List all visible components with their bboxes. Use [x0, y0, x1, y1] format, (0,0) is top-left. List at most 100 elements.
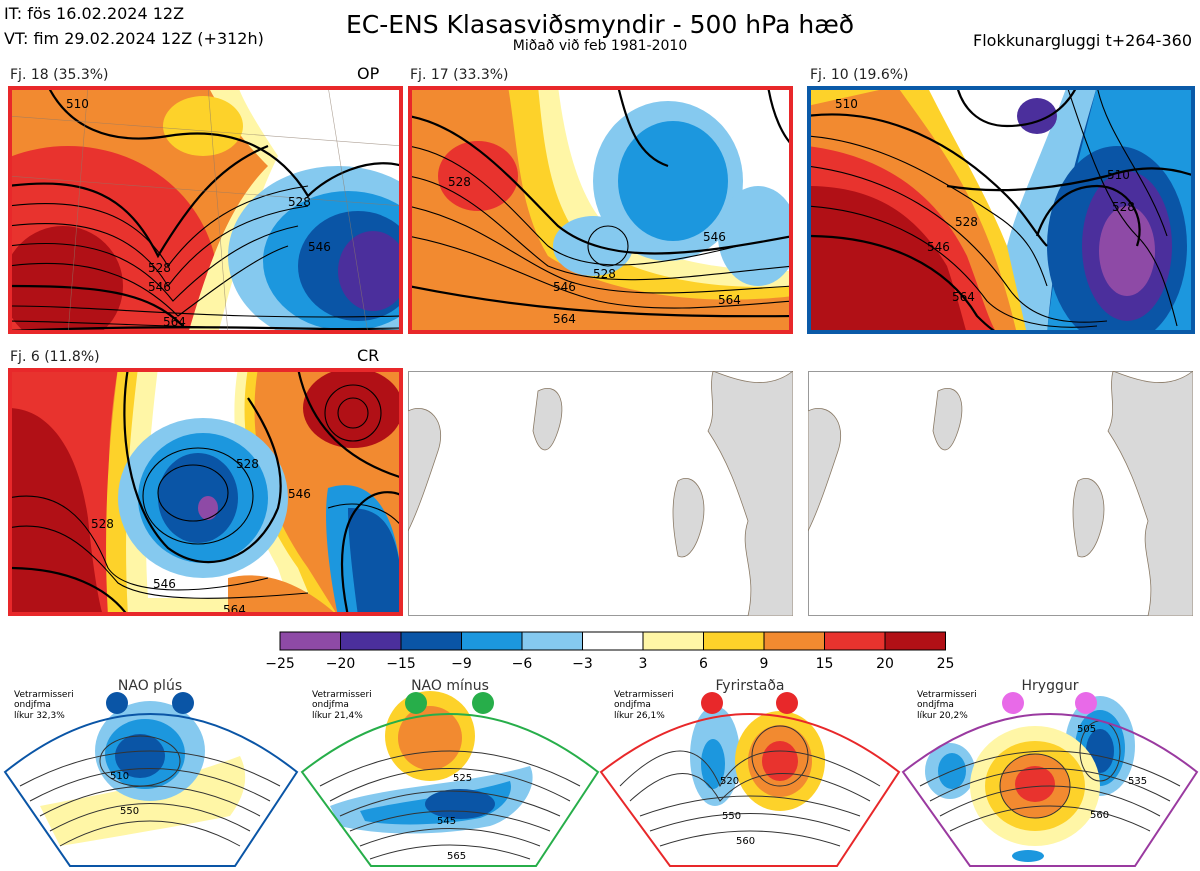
- empty-map-6: [808, 371, 1193, 616]
- regime-nao-minus: NAO mínus Vetrarmisseri ondjfma líkur 21…: [300, 678, 600, 867]
- colorbar-swatch-5: [521, 631, 583, 651]
- panel-3-contour-6: 528: [1112, 200, 1135, 214]
- regime-4-name: Hryggur: [1022, 678, 1079, 694]
- cluster-map-4: 528 528 546 546 564: [8, 368, 403, 616]
- panel-1-contour-4: 564: [163, 315, 186, 329]
- page-subtitle: Miðað við feb 1981-2010: [512, 38, 688, 54]
- regime-3-info-3: líkur 26,1%: [614, 711, 665, 721]
- regime-nao-plus: NAO plús Vetrarmisseri ondjfma líkur 32,…: [3, 678, 299, 867]
- regime-2-dot-left: [405, 692, 427, 714]
- colorbar-label-8: 6: [699, 656, 708, 672]
- cluster-map-1: 510 528 546 564 528 546: [8, 86, 403, 334]
- regime-panels: NAO plús Vetrarmisseri ondjfma líkur 32,…: [3, 678, 1199, 867]
- regime-1-dot-right: [172, 692, 194, 714]
- panel-2-contour-5: 564: [553, 312, 576, 326]
- colorbar-label-9: 9: [760, 656, 769, 672]
- panel-4-tag: CR: [357, 346, 380, 365]
- colorbar-swatch-11: [884, 631, 946, 651]
- panel-4-contour-4: 546: [288, 487, 311, 501]
- panel-2-label: Fj. 17 (33.3%): [410, 67, 509, 83]
- window-label: Flokkunargluggi t+264-360: [973, 31, 1192, 50]
- regime-3-contour-2: 550: [722, 811, 741, 822]
- regime-4-info-1: Vetrarmisseri: [917, 690, 977, 700]
- regime-1-info-1: Vetrarmisseri: [14, 690, 74, 700]
- regime-3-contour-3: 560: [736, 836, 755, 847]
- panel-3-contour-3: 546: [927, 240, 950, 254]
- regime-1-info-2: ondjfma: [14, 700, 51, 710]
- panel-4-contour-3: 546: [153, 577, 176, 591]
- regime-4-contour-2: 535: [1128, 776, 1147, 787]
- colorbar-label-7: 3: [639, 656, 648, 672]
- regime-2-contour-2: 545: [437, 816, 456, 827]
- regime-4-contour-3: 560: [1090, 810, 1109, 821]
- panel-3-contour-5: 510: [1107, 168, 1130, 182]
- cluster-map-3: 510 528 546 564 510 528: [807, 86, 1195, 334]
- regime-4-dot-right: [1075, 692, 1097, 714]
- regime-blocking: Fyrirstaða Vetrarmisseri ondjfma líkur 2…: [599, 678, 901, 867]
- panel-1-contour-2: 528: [288, 195, 311, 209]
- panel-2-contour-6: 564: [718, 293, 741, 307]
- regime-3-info-1: Vetrarmisseri: [614, 690, 674, 700]
- panel-3-contour-2: 528: [955, 215, 978, 229]
- colorbar-label-3: −15: [386, 656, 416, 672]
- regime-2-info-3: líkur 21,4%: [312, 711, 363, 721]
- regime-2-name: NAO mínus: [411, 678, 489, 694]
- panel-2-contour-1: 528: [448, 175, 471, 189]
- empty-map-5: [408, 371, 793, 616]
- regime-2-info-2: ondjfma: [312, 700, 349, 710]
- colorbar-label-2: −20: [326, 656, 356, 672]
- panel-2-contour-3: 546: [553, 280, 576, 294]
- panel-2-contour-4: 546: [703, 230, 726, 244]
- regime-4-info-3: líkur 20,2%: [917, 711, 968, 721]
- colorbar-label-12: 25: [937, 656, 955, 672]
- colorbar-label-4: −9: [451, 656, 472, 672]
- panel-2-contour-2: 528: [593, 267, 616, 281]
- panel-4-contour-1: 528: [91, 517, 114, 531]
- panel-1-contour-6: 546: [148, 280, 171, 294]
- page-title: EC-ENS Klasasviðsmyndir - 500 hPa hæð: [345, 10, 855, 39]
- colorbar-label-6: −3: [572, 656, 593, 672]
- panel-1-contour-5: 528: [148, 261, 171, 275]
- panel-4-label: Fj. 6 (11.8%): [10, 349, 100, 365]
- regime-ridge: Hryggur Vetrarmisseri ondjfma líkur 20,2…: [901, 678, 1199, 867]
- regime-1-contour-1: 510: [110, 771, 129, 782]
- panel-3-contour-4: 564: [952, 290, 975, 304]
- regime-3-name: Fyrirstaða: [716, 678, 785, 694]
- regime-3-dot-left: [701, 692, 723, 714]
- regime-1-contour-2: 550: [120, 806, 139, 817]
- regime-4-info-2: ondjfma: [917, 700, 954, 710]
- regime-4-dot-left: [1002, 692, 1024, 714]
- colorbar-swatch-8: [703, 631, 765, 651]
- colorbar-label-1: −25: [265, 656, 295, 672]
- colorbar-swatch-4: [461, 631, 523, 651]
- colorbar-swatch-1: [279, 631, 341, 651]
- colorbar-label-10: 15: [816, 656, 834, 672]
- regime-2-contour-1: 525: [453, 773, 472, 784]
- colorbar-swatch-3: [400, 631, 462, 651]
- panel-3-contour-1: 510: [835, 97, 858, 111]
- colorbar-swatch-2: [340, 631, 402, 651]
- colorbar-swatch-9: [763, 631, 825, 651]
- panel-1-contour-3: 546: [308, 240, 331, 254]
- regime-3-info-2: ondjfma: [614, 700, 651, 710]
- cluster-map-2: 528 528 546 546 564 564: [408, 86, 793, 334]
- panel-4-contour-2: 528: [236, 457, 259, 471]
- regime-2-dot-right: [472, 692, 494, 714]
- colorbar-label-5: −6: [512, 656, 533, 672]
- panel-4-contour-5: 564: [223, 603, 246, 616]
- colorbar-label-11: 20: [876, 656, 894, 672]
- colorbar-swatch-7: [642, 631, 704, 651]
- regime-3-dot-right: [776, 692, 798, 714]
- regime-2-contour-3: 565: [447, 851, 466, 862]
- regime-2-info-1: Vetrarmisseri: [312, 690, 372, 700]
- panel-3-label: Fj. 10 (19.6%): [810, 67, 909, 83]
- regime-3-contour-1: 520: [720, 776, 739, 787]
- regime-1-dot-left: [106, 692, 128, 714]
- panel-1-contour-1: 510: [66, 97, 89, 111]
- colorbar: −25 −20 −15 −9 −6 −3 3 6 9 15 20 25: [265, 631, 955, 672]
- regime-4-contour-1: 505: [1077, 724, 1096, 735]
- regime-1-name: NAO plús: [118, 678, 182, 694]
- valid-time: VT: fim 29.02.2024 12Z (+312h): [4, 29, 264, 48]
- colorbar-swatch-6: [582, 631, 644, 651]
- panel-1-label: Fj. 18 (35.3%): [10, 67, 109, 83]
